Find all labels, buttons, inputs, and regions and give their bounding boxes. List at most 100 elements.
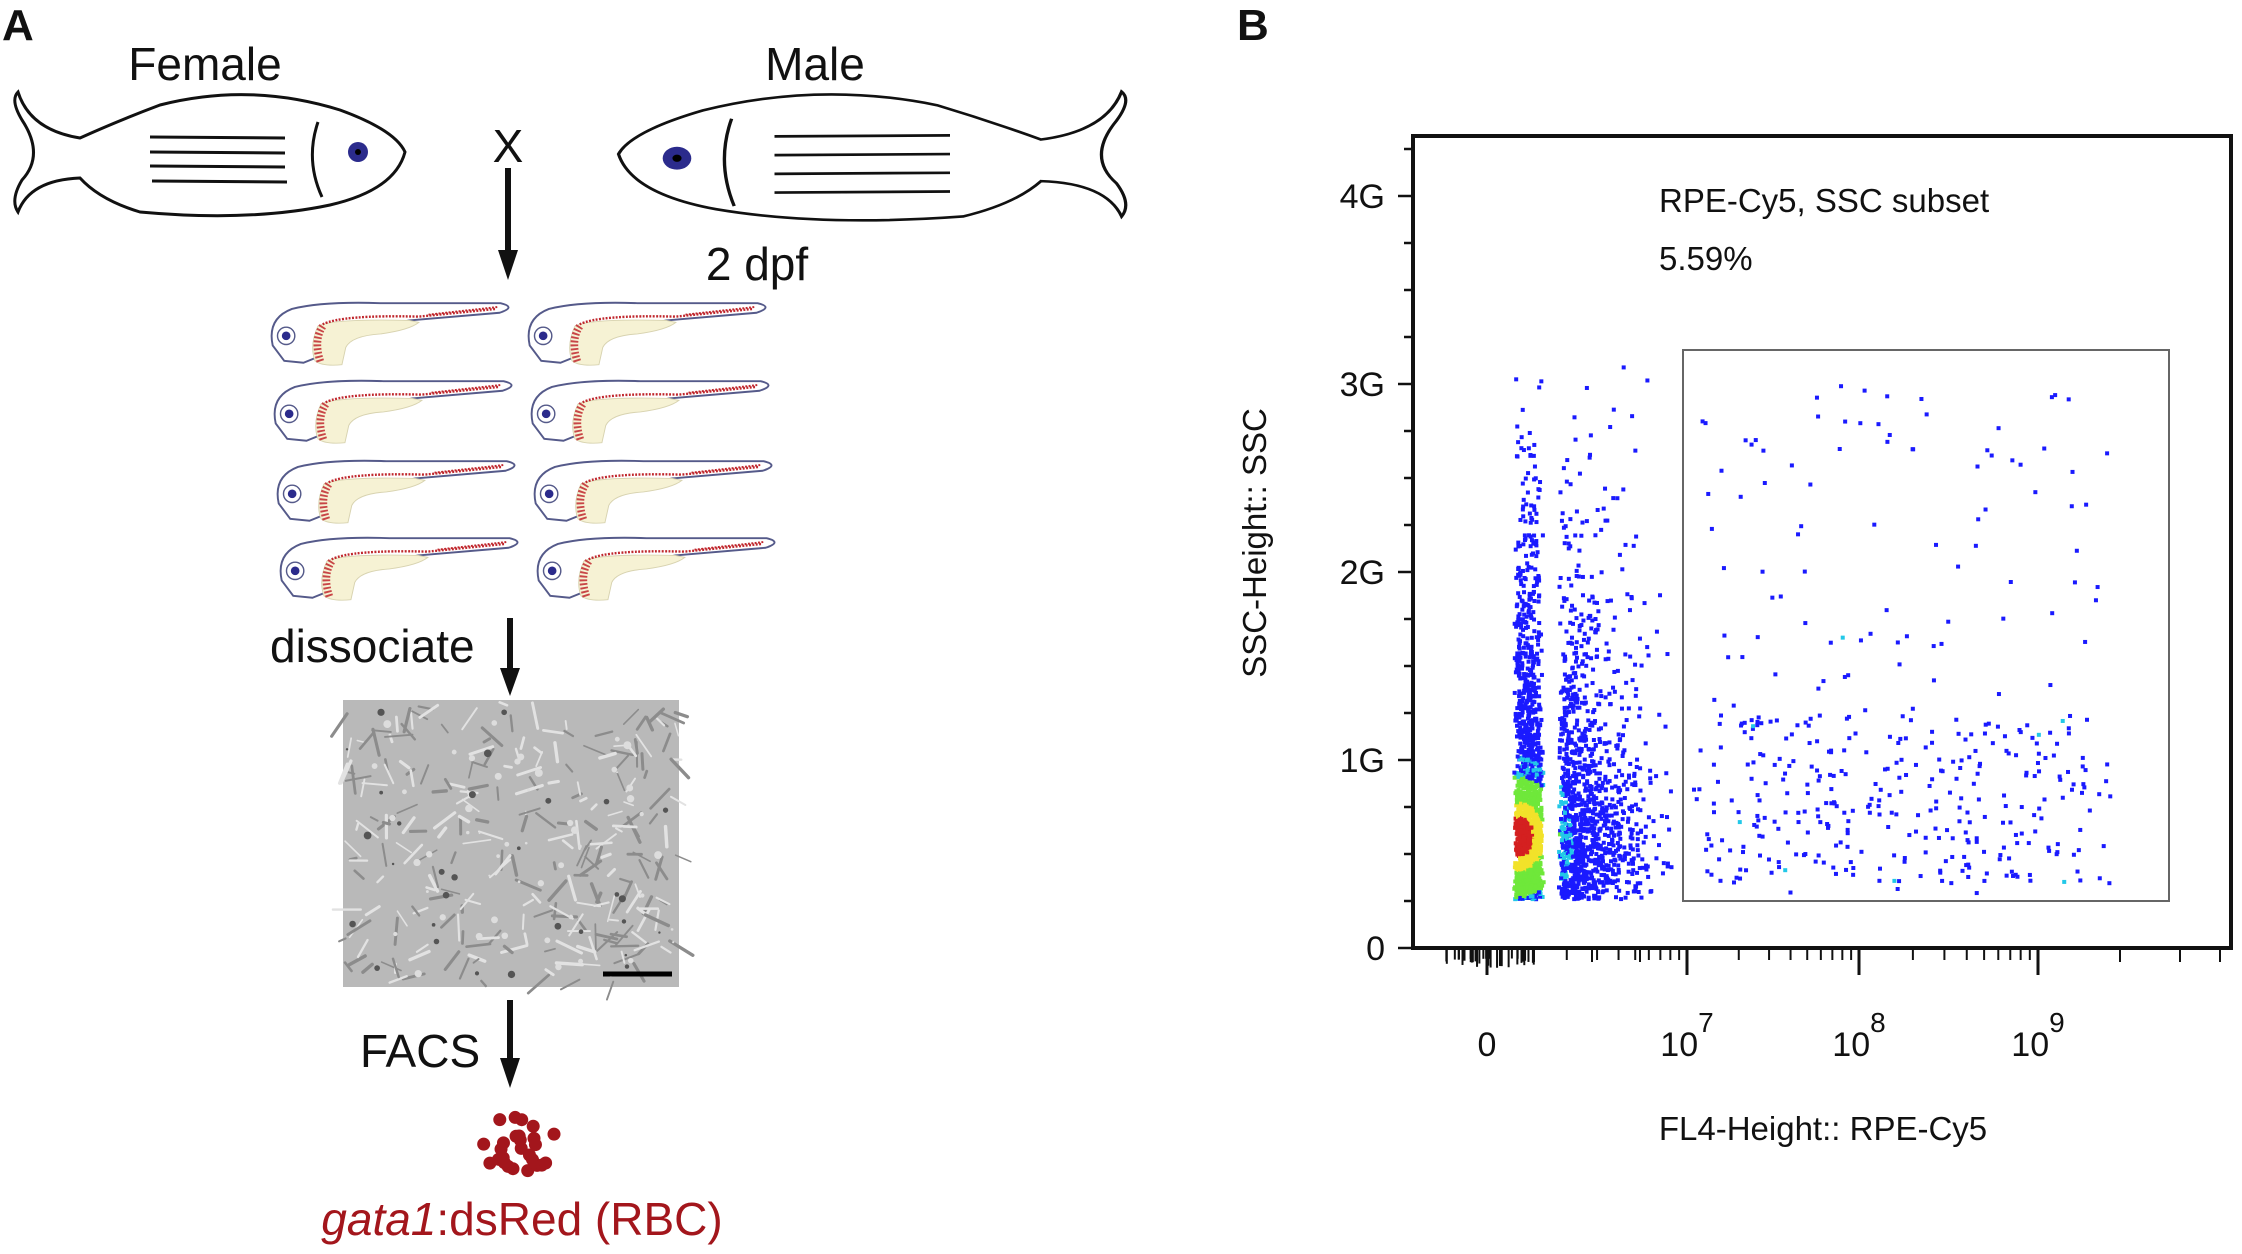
data-point [1741, 850, 1746, 855]
data-point [1523, 825, 1528, 830]
data-point [1940, 878, 1945, 883]
data-point [1576, 855, 1581, 860]
data-point [1571, 854, 1576, 859]
data-point [1529, 648, 1534, 653]
data-point [1529, 792, 1534, 797]
data-point [1626, 851, 1631, 856]
data-point [1533, 567, 1538, 572]
data-point [1568, 620, 1573, 625]
data-point [1618, 836, 1623, 841]
data-point [1634, 822, 1639, 827]
data-point [1522, 683, 1527, 688]
data-point [1645, 645, 1650, 650]
data-point [1519, 820, 1524, 825]
data-point [1532, 504, 1537, 509]
data-point [1514, 803, 1519, 808]
gate-rectangle[interactable] [1682, 349, 2170, 902]
data-point [1633, 662, 1638, 667]
data-point [1996, 692, 2001, 697]
data-point [1523, 654, 1528, 659]
data-point [2043, 756, 2048, 761]
data-point [1516, 540, 1521, 545]
data-point [1600, 859, 1605, 864]
rbc-dot [493, 1113, 507, 1127]
data-point [1619, 802, 1624, 807]
data-point [1565, 813, 1570, 818]
data-point [1604, 888, 1609, 893]
data-point [1665, 864, 1670, 869]
data-point [1540, 533, 1545, 538]
data-point [2083, 639, 2088, 644]
data-point [1535, 721, 1540, 726]
data-point [1568, 784, 1573, 789]
data-point [1597, 760, 1602, 765]
data-point [1518, 639, 1523, 644]
data-point [1521, 786, 1526, 791]
data-point [1611, 627, 1616, 632]
data-point [1567, 775, 1572, 780]
data-point [1526, 446, 1531, 451]
data-point [1570, 695, 1575, 700]
data-point [1578, 749, 1583, 754]
data-point [1576, 664, 1581, 669]
data-point [1668, 789, 1673, 794]
data-point [1536, 864, 1541, 869]
data-point [1538, 745, 1543, 750]
data-point [1520, 407, 1525, 412]
data-point [1605, 867, 1610, 872]
data-point [1585, 781, 1590, 786]
data-point [1535, 550, 1540, 555]
data-point [1525, 698, 1530, 703]
data-point [1985, 448, 1990, 453]
data-point [1525, 788, 1530, 793]
data-point [1539, 672, 1544, 677]
data-point [1594, 647, 1599, 652]
data-point [1580, 731, 1585, 736]
data-point [1585, 709, 1590, 714]
data-point [1616, 785, 1621, 790]
data-point [1669, 865, 1674, 870]
data-point [1526, 692, 1531, 697]
data-point [1532, 875, 1537, 880]
data-point [1557, 849, 1562, 854]
data-point [1664, 771, 1669, 776]
data-point [1593, 821, 1598, 826]
data-point [1791, 759, 1796, 764]
data-point [1638, 706, 1643, 711]
data-point [1516, 544, 1521, 549]
data-point [1571, 709, 1576, 714]
data-point [1868, 631, 1873, 636]
data-point [1799, 524, 1804, 529]
data-point [2085, 717, 2090, 722]
data-point [1563, 771, 1568, 776]
data-point [1520, 607, 1525, 612]
data-point [2017, 728, 2022, 733]
data-point [1709, 526, 1714, 531]
data-point [2066, 731, 2071, 736]
data-point [1698, 748, 1703, 753]
data-point [1622, 845, 1627, 850]
data-point [1712, 697, 1717, 702]
data-point [1521, 824, 1526, 829]
data-point [1579, 746, 1584, 751]
data-point [1567, 889, 1572, 894]
data-point [1514, 377, 1519, 382]
data-point [1530, 762, 1535, 767]
data-point [1514, 715, 1519, 720]
data-point [1624, 718, 1629, 723]
data-point [1638, 808, 1643, 813]
data-point [1899, 789, 1904, 794]
data-point [1572, 787, 1577, 792]
data-point [1537, 882, 1542, 887]
data-point [1646, 874, 1651, 879]
x-tick-label: 107 [1660, 1007, 1713, 1064]
data-point [1525, 885, 1530, 890]
data-point [1945, 828, 1950, 833]
data-point [1844, 867, 1849, 872]
data-point [2071, 782, 2076, 787]
data-point [1858, 638, 1863, 643]
data-point [1889, 810, 1894, 815]
larva-icon [278, 461, 515, 523]
data-point [1571, 876, 1576, 881]
data-point [1558, 576, 1563, 581]
